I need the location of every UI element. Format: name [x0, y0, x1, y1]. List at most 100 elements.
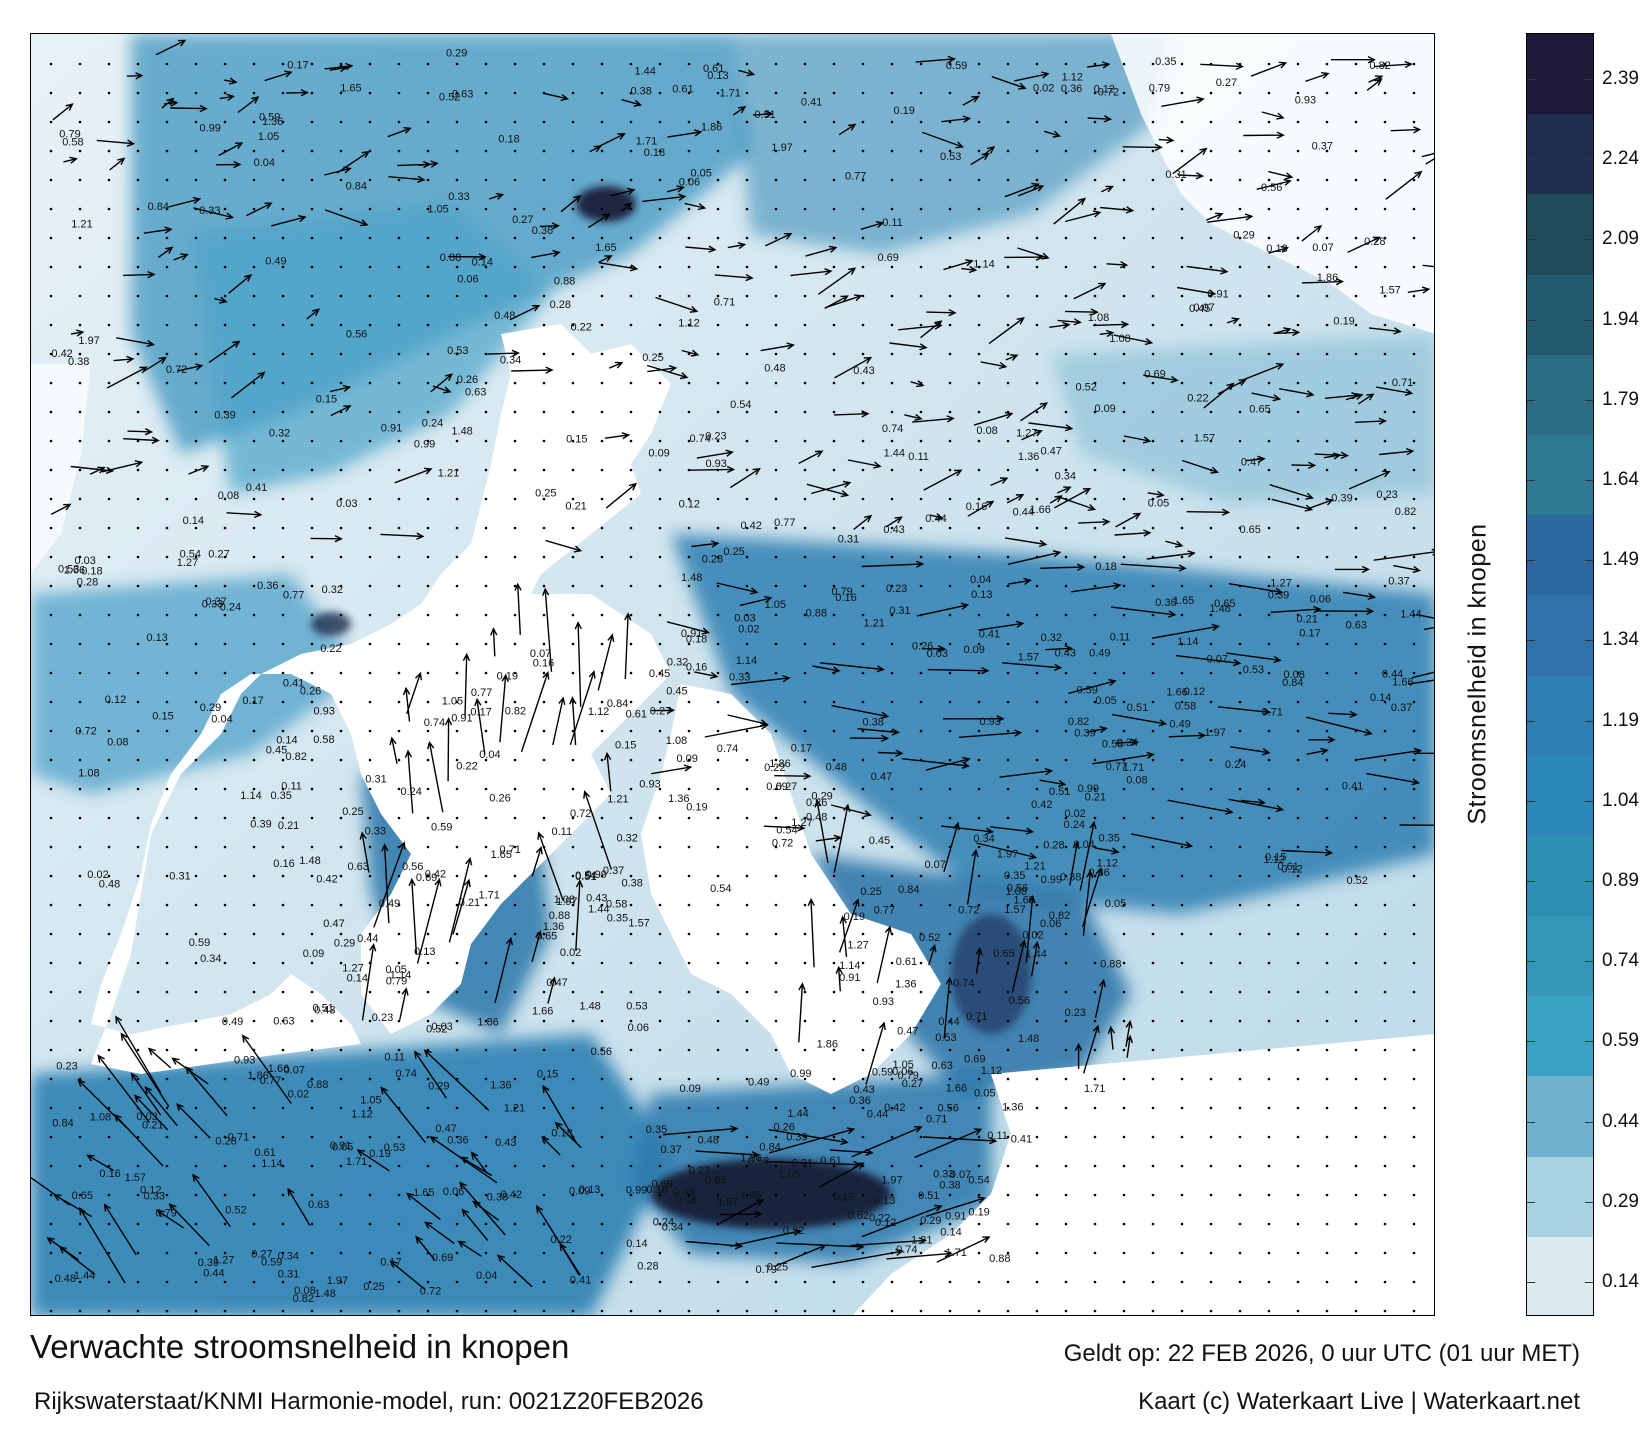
calm-point [49, 1280, 53, 1284]
calm-point [745, 410, 749, 414]
calm-point [803, 1106, 807, 1110]
current-arrow [1411, 671, 1434, 679]
calm-point [977, 1222, 981, 1226]
speed-label: 0.71 [926, 1113, 947, 1125]
calm-point [1354, 120, 1358, 124]
calm-point [513, 526, 517, 530]
calm-point [165, 555, 169, 559]
calm-point [1383, 816, 1387, 820]
calm-point [1383, 1106, 1387, 1110]
calm-point [1209, 410, 1213, 414]
map-area[interactable]: 0.28 0.41 0.48 0.39 0.34 0.36 0.18 0.12 0.08 0.09… [30, 33, 1435, 1316]
calm-point [107, 932, 111, 936]
calm-point [165, 323, 169, 327]
colorbar-tickmark [1585, 1201, 1593, 1203]
calm-point [716, 178, 720, 182]
calm-point [107, 758, 111, 762]
current-arrow [127, 427, 154, 436]
speed-label: 0.79 [386, 975, 407, 987]
speed-label: 0.77 [283, 590, 304, 602]
calm-point [1383, 410, 1387, 414]
calm-point [484, 265, 488, 269]
calm-point [629, 729, 633, 733]
calm-point [803, 265, 807, 269]
calm-point [1354, 323, 1358, 327]
calm-point [716, 1019, 720, 1023]
calm-point [1354, 671, 1358, 675]
calm-point [136, 91, 140, 95]
speed-label: 0.84 [346, 180, 367, 192]
calm-point [339, 1193, 343, 1197]
speed-label: 0.93 [706, 458, 727, 470]
calm-point [890, 816, 894, 820]
calm-point [310, 410, 314, 414]
current-arrow [943, 821, 960, 872]
calm-point [1035, 758, 1039, 762]
calm-point [49, 294, 53, 298]
calm-point [223, 903, 227, 907]
current-arrow [817, 267, 857, 295]
calm-point [1296, 845, 1300, 849]
speed-label: 0.21 [278, 820, 299, 832]
speed-label: 0.18 [1095, 561, 1116, 573]
calm-point [542, 1048, 546, 1052]
colorbar-band [1527, 194, 1593, 276]
calm-point [803, 1048, 807, 1052]
current-arrow [142, 356, 167, 373]
calm-point [49, 555, 53, 559]
calm-point [658, 265, 662, 269]
calm-point [1412, 642, 1416, 646]
calm-point [1035, 468, 1039, 472]
calm-point [600, 1193, 604, 1197]
calm-point [310, 526, 314, 530]
calm-point [426, 758, 430, 762]
speed-label: 0.63 [308, 1199, 329, 1211]
calm-point [1325, 439, 1329, 443]
calm-point [310, 729, 314, 733]
speed-label: 0.12 [140, 1185, 161, 1197]
speed-label: 0.39 [198, 1257, 219, 1269]
calm-point [745, 1077, 749, 1081]
calm-point [78, 1193, 82, 1197]
calm-point [78, 729, 82, 733]
speed-label: 0.91 [451, 713, 472, 725]
calm-point [455, 787, 459, 791]
calm-point [1180, 874, 1184, 878]
speed-label: 1.14 [1177, 636, 1198, 648]
calm-point [1093, 178, 1097, 182]
current-arrow [156, 1209, 185, 1229]
calm-point [1412, 439, 1416, 443]
current-arrow [109, 157, 126, 171]
current-arrow [1408, 679, 1434, 685]
calm-point [803, 1193, 807, 1197]
current-arrow [1356, 747, 1423, 761]
calm-point [1325, 381, 1329, 385]
calm-point [1035, 903, 1039, 907]
calm-point [687, 1280, 691, 1284]
calm-point [1151, 903, 1155, 907]
calm-point [310, 294, 314, 298]
calm-point [1151, 1019, 1155, 1023]
calm-point [397, 178, 401, 182]
calm-point [484, 990, 488, 994]
calm-point [1383, 1222, 1387, 1226]
calm-point [1035, 236, 1039, 240]
calm-point [977, 613, 981, 617]
calm-point [1209, 787, 1213, 791]
calm-point [223, 178, 227, 182]
calm-point [1267, 903, 1271, 907]
calm-point [861, 845, 865, 849]
calm-point [542, 671, 546, 675]
current-arrow [569, 670, 596, 745]
current-arrow [926, 308, 957, 317]
current-arrow [1200, 62, 1244, 70]
calm-point [1267, 91, 1271, 95]
calm-point [600, 178, 604, 182]
calm-point [861, 700, 865, 704]
calm-point [687, 62, 691, 66]
calm-point [687, 1019, 691, 1023]
calm-point [1267, 1135, 1271, 1139]
calm-point [1064, 207, 1068, 211]
calm-point [716, 207, 720, 211]
speed-label: 1.12 [351, 1108, 372, 1120]
